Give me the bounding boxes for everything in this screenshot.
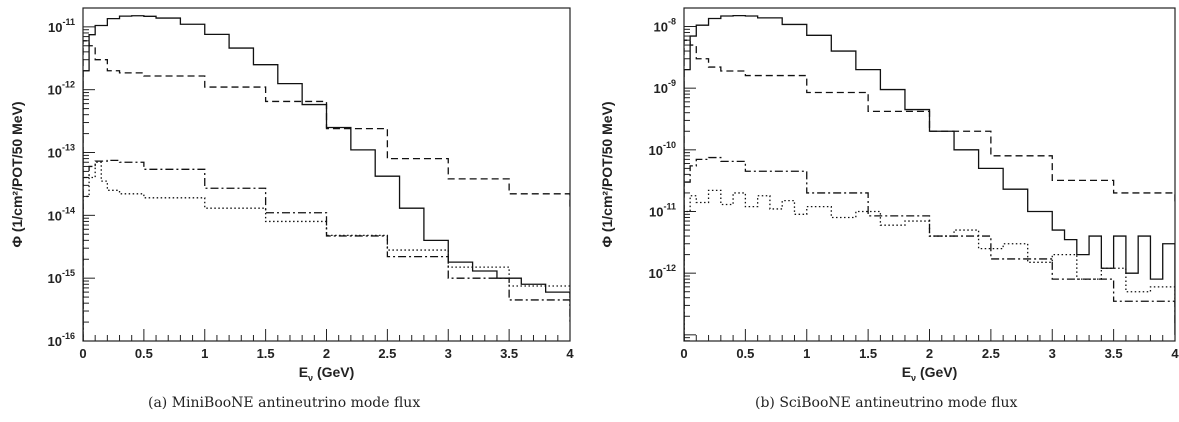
y-axis-title: Φ (1/cm²/POT/50 MeV) <box>599 101 615 247</box>
plot-frame <box>82 7 571 342</box>
series-dotted-line <box>684 189 1175 341</box>
x-tick-label: 0.5 <box>736 346 754 361</box>
y-tick-label: 10-12 <box>48 80 75 98</box>
y-tick-exponent: -9 <box>668 78 676 88</box>
y-tick-label: 10-8 <box>654 17 676 35</box>
y-axis-title: Φ (1/cm²/POT/50 MeV) <box>9 101 25 247</box>
y-tick-label: 10-14 <box>48 205 75 223</box>
x-tick-label: 3 <box>1049 346 1056 361</box>
y-tick-base: 10 <box>649 205 663 220</box>
y-tick-label: 10-12 <box>649 263 676 281</box>
caption-miniboone: (a) MiniBooNE antineutrino mode flux <box>148 395 421 411</box>
series-dashed-line <box>684 39 1175 341</box>
x-axis-title-unit: (GeV) <box>313 364 354 380</box>
x-axis-title: Eν (GeV) <box>299 364 355 383</box>
x-tick-label: 2.5 <box>982 346 1000 361</box>
series-dashdot-line <box>83 159 570 341</box>
y-tick-label: 10-11 <box>48 17 75 35</box>
y-tick-exponent: -11 <box>62 17 75 27</box>
series-dashdot-line <box>684 156 1175 341</box>
caption-sciboone: (b) SciBooNE antineutrino mode flux <box>755 395 1018 411</box>
x-tick-label: 0 <box>680 346 687 361</box>
x-tick-label: 3.5 <box>1105 346 1123 361</box>
y-tick-base: 10 <box>48 208 62 223</box>
x-tick-label: 2 <box>323 346 330 361</box>
y-tick-label: 10-10 <box>649 140 676 158</box>
x-tick-label: 3 <box>445 346 452 361</box>
series-solid-line <box>684 14 1175 341</box>
y-tick-exponent: -8 <box>668 17 676 27</box>
x-axis-title-main: E <box>902 364 911 380</box>
y-tick-base: 10 <box>48 271 62 286</box>
panel-miniboone: 10-11 10-12 10-13 10-14 10-15 10-16 0 0.5 1 1.5 2 2… <box>9 7 574 411</box>
x-axis-title: Eν (GeV) <box>902 364 958 383</box>
x-tick-label: 0.5 <box>135 346 153 361</box>
series-solid-line <box>83 15 570 341</box>
x-tick-label: 1.5 <box>859 346 877 361</box>
y-tick-label: 10-9 <box>654 78 676 96</box>
y-tick-base: 10 <box>649 143 663 158</box>
y-tick-exponent: -10 <box>663 140 676 150</box>
x-axis-title-sub: ν <box>911 373 916 383</box>
y-tick-exponent: -14 <box>62 205 75 215</box>
y-tick-exponent: -11 <box>663 202 676 212</box>
y-tick-base: 10 <box>649 266 663 281</box>
y-tick-exponent: -15 <box>62 268 75 278</box>
plot-frame <box>683 7 1176 342</box>
y-tick-base: 10 <box>48 334 62 349</box>
x-tick-label: 3.5 <box>500 346 518 361</box>
x-tick-label: 2.5 <box>378 346 396 361</box>
x-tick-label: 2 <box>926 346 933 361</box>
x-tick-label: 4 <box>566 346 574 361</box>
y-tick-base: 10 <box>48 83 62 98</box>
y-tick-base: 10 <box>654 81 668 96</box>
y-tick-exponent: -13 <box>62 143 75 153</box>
series-dotted-line <box>83 161 570 341</box>
y-tick-base: 10 <box>654 20 668 35</box>
x-tick-label: 1.5 <box>257 346 275 361</box>
y-tick-label: 10-11 <box>649 202 676 220</box>
y-tick-base: 10 <box>48 146 62 161</box>
y-tick-base: 10 <box>48 20 62 35</box>
x-axis-title-unit: (GeV) <box>916 364 957 380</box>
x-axis-title-sub: ν <box>308 373 313 383</box>
panel-sciboone: 10-8 10-9 10-10 10-11 10-12 0 0.5 1 1.5 2 2.5 3 3.5 4… <box>590 0 1179 422</box>
x-axis-title-main: E <box>299 364 308 380</box>
y-tick-exponent: -12 <box>663 263 676 273</box>
y-tick-exponent: -12 <box>62 80 75 90</box>
y-tick-exponent: -16 <box>62 331 75 341</box>
y-tick-label: 10-16 <box>48 331 75 349</box>
x-tick-label: 4 <box>1171 346 1179 361</box>
y-tick-label: 10-15 <box>48 268 75 286</box>
x-tick-label: 1 <box>201 346 208 361</box>
series-dashed-line <box>83 40 570 341</box>
x-tick-label: 1 <box>803 346 810 361</box>
y-tick-label: 10-13 <box>48 143 75 161</box>
x-tick-label: 0 <box>79 346 86 361</box>
